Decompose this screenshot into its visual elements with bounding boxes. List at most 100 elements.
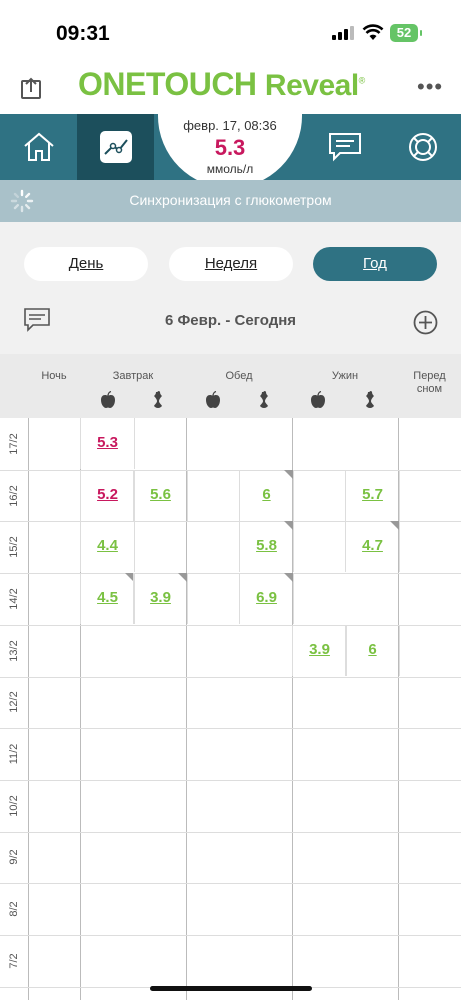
reading-value: 5.3 [97, 434, 118, 451]
wifi-icon [362, 24, 384, 46]
col-bedtime-line1: Перед [413, 370, 446, 382]
reading-value: 5.8 [256, 537, 277, 554]
last-reading-badge[interactable]: февр. 17, 08:36 5.3 ммоль/л [158, 96, 302, 188]
reading-value: 3.9 [309, 641, 330, 658]
readings-grid: 17/2 5.3 16/2 5.2 5.6 6 5.7 15/2 4.4 5.8 4.7 14/2 4.… [0, 418, 461, 1000]
grid-divider [28, 418, 29, 1000]
last-reading-unit: ммоль/л [206, 162, 254, 176]
note-indicator-icon [284, 521, 293, 530]
col-lunch: Обед [225, 370, 253, 382]
row-divider [0, 832, 461, 833]
lifebuoy-icon [408, 133, 437, 161]
reading-cell[interactable]: 6.9 [239, 573, 294, 624]
more-icon[interactable]: ••• [417, 74, 444, 99]
row-divider [0, 677, 461, 678]
reading-value: 4.4 [97, 537, 118, 554]
grid-divider [398, 418, 399, 1000]
row-divider [0, 935, 461, 936]
reading-cell[interactable]: 3.9 [133, 573, 188, 624]
col-bedtime-line2: сном [416, 383, 443, 395]
before-meal-icon [100, 390, 116, 414]
message-icon [328, 133, 361, 162]
sync-banner: Синхронизация с глюкометром [0, 180, 461, 222]
row-divider [0, 521, 461, 522]
reading-cell[interactable]: 5.6 [133, 470, 188, 521]
row-divider [0, 728, 461, 729]
row-divider [0, 883, 461, 884]
col-night: Ночь [41, 370, 67, 382]
home-icon [23, 132, 54, 161]
note-indicator-icon [284, 470, 293, 479]
reading-cell[interactable]: 3.9 [292, 625, 347, 676]
comment-icon[interactable] [24, 308, 50, 337]
row-date-label: 9/2 [8, 849, 20, 865]
segment-day[interactable]: День [24, 247, 148, 281]
date-range: 6 Февр. - Сегодня [164, 312, 297, 329]
reading-cell[interactable]: 4.5 [80, 573, 135, 624]
column-header: Ночь Завтрак Обед Ужин Перед сном [0, 354, 461, 418]
row-date-label: 8/2 [8, 901, 20, 917]
grid-divider [292, 418, 293, 1000]
sync-text: Синхронизация с глюкометром [129, 192, 332, 208]
reading-cell[interactable]: 6 [239, 470, 294, 521]
reading-cell[interactable]: 4.7 [345, 521, 400, 572]
logo-mark: ® [358, 75, 366, 86]
reading-value: 5.7 [362, 486, 383, 503]
reading-cell[interactable]: 5.3 [80, 418, 135, 469]
reading-value: 5.6 [150, 486, 171, 503]
reading-cell[interactable]: 4.4 [80, 521, 135, 572]
row-date-label: 10/2 [8, 795, 20, 817]
row-date-label: 17/2 [8, 433, 20, 455]
reading-cell[interactable]: 5.8 [239, 521, 294, 572]
home-indicator [150, 986, 312, 991]
row-divider [0, 780, 461, 781]
segment-year[interactable]: Год [313, 247, 437, 281]
reading-value: 3.9 [150, 589, 171, 606]
status-bar: 09:31 52 [0, 0, 461, 62]
row-date-label: 14/2 [8, 588, 20, 610]
reading-value: 6 [262, 486, 271, 503]
col-bedtime: Перед сном [398, 370, 461, 396]
reading-cell[interactable]: 6 [345, 625, 400, 676]
support-tab[interactable] [384, 114, 461, 180]
reading-value: 5.2 [97, 486, 118, 503]
add-icon[interactable] [413, 310, 438, 340]
period-controls: День Неделя Год 6 Февр. - Сегодня [0, 222, 461, 354]
sync-spinner-icon [10, 189, 34, 218]
trends-tab[interactable] [77, 114, 154, 180]
reading-value: 6 [368, 641, 377, 658]
last-reading-date: февр. 17, 08:36 [183, 118, 277, 133]
grid-divider [186, 418, 187, 1000]
row-date-label: 15/2 [8, 536, 20, 558]
reading-value: 4.5 [97, 589, 118, 606]
status-time: 09:31 [56, 22, 110, 45]
row-date-label: 12/2 [8, 691, 20, 713]
after-meal-icon [152, 390, 164, 414]
reading-value: 4.7 [362, 537, 383, 554]
segment-week[interactable]: Неделя [169, 247, 293, 281]
row-divider [0, 625, 461, 626]
after-meal-icon [364, 390, 376, 414]
note-indicator-icon [390, 521, 399, 530]
row-date-label: 13/2 [8, 640, 20, 662]
home-tab[interactable] [0, 114, 77, 180]
messages-tab[interactable] [306, 114, 383, 180]
grid-divider [80, 418, 81, 1000]
reading-cell[interactable]: 5.2 [80, 470, 135, 521]
row-divider [0, 573, 461, 574]
signal-icon [332, 26, 354, 40]
row-date-label: 7/2 [8, 953, 20, 969]
row-divider [0, 470, 461, 471]
before-meal-icon [205, 390, 221, 414]
note-indicator-icon [178, 573, 187, 582]
reading-cell[interactable]: 5.7 [345, 470, 400, 521]
reading-value: 6.9 [256, 589, 277, 606]
battery-icon: 52 [390, 24, 422, 42]
row-date-label: 11/2 [8, 743, 20, 765]
col-dinner: Ужин [331, 370, 359, 382]
row-date-label: 16/2 [8, 485, 20, 507]
before-meal-icon [310, 390, 326, 414]
share-icon[interactable] [20, 76, 44, 105]
chart-icon [99, 131, 132, 163]
note-indicator-icon [284, 573, 293, 582]
